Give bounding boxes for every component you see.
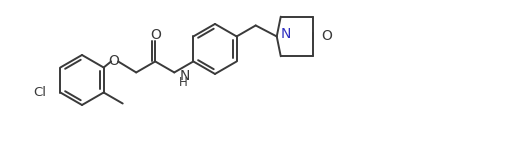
Text: N: N [280, 28, 290, 41]
Text: H: H [179, 76, 188, 89]
Text: O: O [321, 29, 332, 43]
Text: O: O [149, 28, 161, 42]
Text: O: O [109, 54, 119, 68]
Text: Cl: Cl [33, 86, 46, 99]
Text: N: N [179, 69, 189, 83]
